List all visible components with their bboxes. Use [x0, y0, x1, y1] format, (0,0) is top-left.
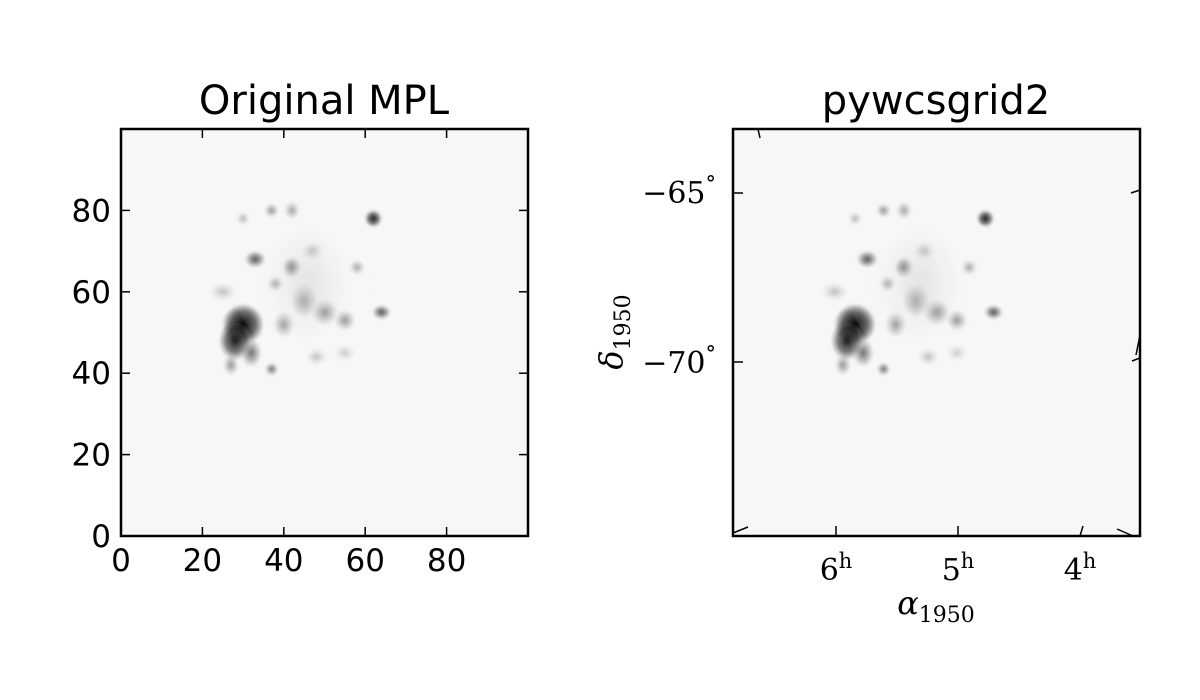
y-tick-label: 0	[91, 519, 111, 555]
dec-tick-right	[1130, 189, 1141, 194]
x-axis-label: α1950	[897, 584, 975, 628]
panel-pywcsgrid2: pywcsgrid2 −65° −70° 6h 5h 4h α1950 δ195…	[592, 78, 1142, 628]
x-tick-label: 40	[264, 543, 303, 579]
y-tick-label: −65°	[642, 172, 716, 211]
image-heatmap	[209, 192, 396, 376]
axis-ticks: 0 20 40 60 80 0 20 40 60 80	[72, 129, 528, 579]
plot-frame	[731, 127, 1142, 538]
panel-original-mpl: Original MPL 0 20 40 60 80 0 20 40 60 80	[72, 78, 530, 579]
x-tick-label: 20	[183, 543, 222, 579]
y-axis-label: δ1950	[592, 294, 636, 369]
ra-tick-corner	[732, 526, 749, 534]
y-tick-label: 40	[72, 356, 111, 392]
ra-tick-bottom	[1079, 525, 1084, 537]
x-tick-label: 4h	[1064, 549, 1097, 588]
y-tick-label: −70°	[642, 342, 716, 381]
ra-tick-top	[757, 128, 761, 139]
x-tick-label: 6h	[820, 549, 853, 588]
dec-tick-right	[1131, 357, 1141, 362]
x-tick-label: 80	[427, 543, 466, 579]
plot-frame	[119, 127, 530, 538]
y-tick-label: 60	[72, 275, 111, 311]
heatmap-cell	[223, 354, 239, 376]
x-tick-label: 5h	[942, 549, 975, 588]
x-tick-label: 0	[111, 543, 131, 579]
chart-title: pywcsgrid2	[822, 78, 1050, 124]
ra-tick-corner	[1116, 528, 1134, 537]
heatmap-cell	[824, 192, 1008, 375]
image-heatmap	[821, 192, 1008, 376]
chart-title: Original MPL	[199, 78, 450, 124]
y-tick-label: 20	[72, 438, 111, 474]
x-tick-label: 60	[345, 543, 384, 579]
y-tick-label: 80	[72, 193, 111, 229]
curved-edge-tick	[1135, 334, 1141, 356]
axis-ticks	[732, 128, 1141, 537]
heatmap-cell	[212, 192, 396, 375]
heatmap-cell	[835, 354, 851, 376]
